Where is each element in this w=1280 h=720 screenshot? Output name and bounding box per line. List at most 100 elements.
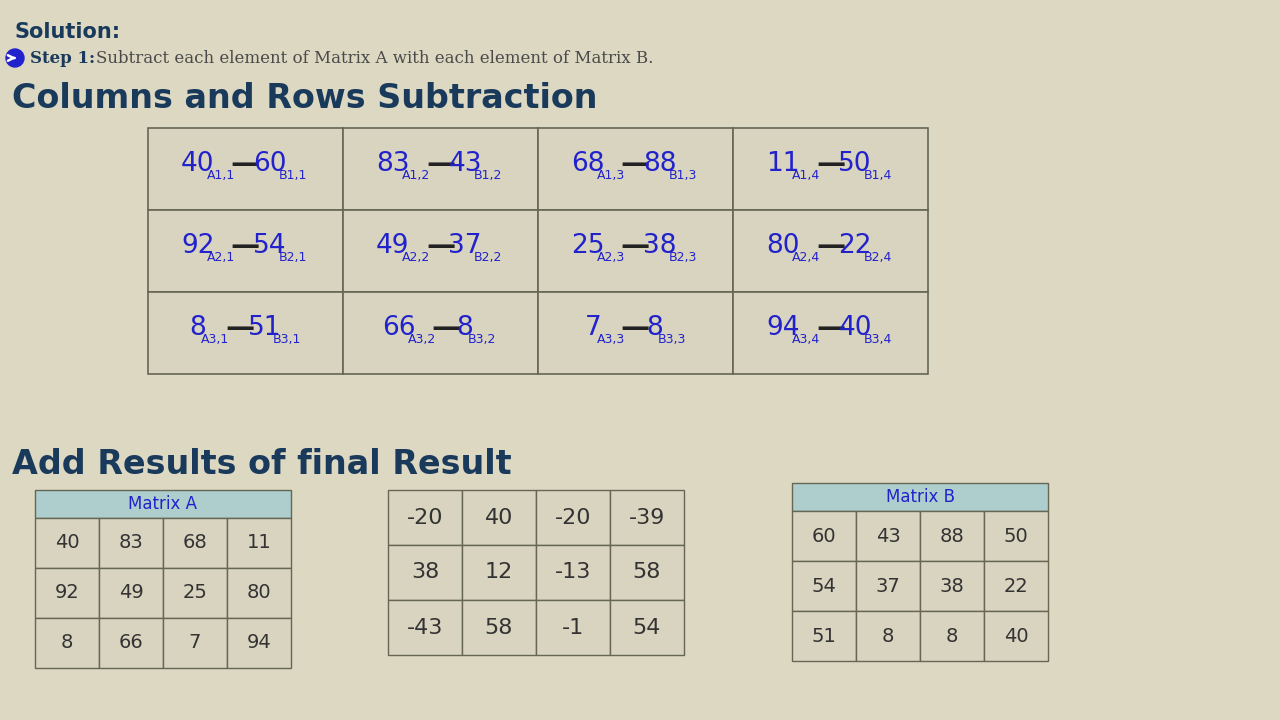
Text: —: —	[426, 232, 456, 260]
Text: A3,2: A3,2	[407, 333, 435, 346]
Text: 43: 43	[448, 151, 481, 177]
Bar	[343, 292, 538, 374]
Text: B3,1: B3,1	[273, 333, 302, 346]
Bar	[538, 210, 733, 292]
Text: A3,1: A3,1	[201, 333, 229, 346]
Text: 43: 43	[876, 526, 900, 546]
Bar	[792, 611, 856, 661]
Text: Subtract each element of Matrix A with each element of Matrix B.: Subtract each element of Matrix A with e…	[96, 50, 653, 67]
Bar	[462, 600, 536, 655]
Text: 40: 40	[485, 508, 513, 528]
Text: 60: 60	[812, 526, 836, 546]
Text: B2,2: B2,2	[474, 251, 502, 264]
Text: A2,3: A2,3	[596, 251, 625, 264]
Bar	[163, 518, 227, 568]
Text: 11: 11	[247, 534, 271, 552]
Text: Columns and Rows Subtraction: Columns and Rows Subtraction	[12, 82, 598, 115]
Text: A3,4: A3,4	[792, 333, 820, 346]
Bar	[388, 600, 462, 655]
Bar	[920, 561, 984, 611]
Bar	[611, 600, 684, 655]
Text: —: —	[426, 150, 456, 178]
Text: 37: 37	[448, 233, 481, 259]
Text: 40: 40	[838, 315, 872, 341]
Text: 8: 8	[189, 315, 206, 341]
Text: —: —	[815, 314, 845, 342]
Text: A1,4: A1,4	[792, 169, 820, 182]
Text: 51: 51	[247, 315, 282, 341]
Text: 8: 8	[457, 315, 474, 341]
Text: 54: 54	[253, 233, 287, 259]
Text: -20: -20	[407, 508, 443, 528]
Bar	[227, 518, 291, 568]
Text: B2,3: B2,3	[669, 251, 698, 264]
Text: Matrix B: Matrix B	[886, 488, 955, 506]
Text: -43: -43	[407, 618, 443, 637]
Text: B2,4: B2,4	[864, 251, 892, 264]
Text: A1,2: A1,2	[402, 169, 430, 182]
Bar	[856, 611, 920, 661]
Bar	[538, 292, 733, 374]
Bar	[343, 210, 538, 292]
Bar	[35, 618, 99, 668]
Bar	[35, 490, 291, 518]
Bar	[227, 618, 291, 668]
Bar	[536, 600, 611, 655]
Text: —: —	[621, 232, 650, 260]
Bar	[984, 511, 1048, 561]
Text: B3,3: B3,3	[658, 333, 686, 346]
Text: A2,2: A2,2	[402, 251, 430, 264]
Text: Add Results of final Result: Add Results of final Result	[12, 448, 512, 481]
Text: 8: 8	[646, 315, 663, 341]
Text: Solution:: Solution:	[15, 22, 122, 42]
Text: 68: 68	[571, 151, 604, 177]
Text: B3,4: B3,4	[864, 333, 892, 346]
Text: —: —	[815, 232, 845, 260]
Text: 66: 66	[119, 634, 143, 652]
Text: Step 1:: Step 1:	[29, 50, 95, 67]
Bar	[227, 568, 291, 618]
Text: 8: 8	[946, 626, 959, 646]
Text: A1,1: A1,1	[207, 169, 236, 182]
Text: 83: 83	[119, 534, 143, 552]
Text: 88: 88	[644, 151, 677, 177]
Text: -13: -13	[554, 562, 591, 582]
Text: 22: 22	[1004, 577, 1028, 595]
Text: 80: 80	[765, 233, 800, 259]
Text: Matrix A: Matrix A	[128, 495, 197, 513]
Text: 54: 54	[632, 618, 662, 637]
Text: 68: 68	[183, 534, 207, 552]
Bar	[462, 545, 536, 600]
Bar	[792, 561, 856, 611]
Bar	[148, 128, 343, 210]
Text: 54: 54	[812, 577, 836, 595]
Bar	[343, 128, 538, 210]
Text: 22: 22	[838, 233, 872, 259]
Bar	[388, 490, 462, 545]
Text: 80: 80	[247, 583, 271, 603]
Text: -1: -1	[562, 618, 584, 637]
Text: 66: 66	[381, 315, 415, 341]
Bar	[388, 545, 462, 600]
Text: —: —	[621, 314, 650, 342]
Text: 51: 51	[812, 626, 836, 646]
Bar	[733, 128, 928, 210]
Text: —: —	[621, 150, 650, 178]
Text: —: —	[225, 314, 255, 342]
Bar	[611, 545, 684, 600]
Text: 38: 38	[940, 577, 964, 595]
Text: 58: 58	[632, 562, 662, 582]
Text: B1,1: B1,1	[279, 169, 307, 182]
Bar	[856, 511, 920, 561]
Circle shape	[6, 49, 24, 67]
Text: 50: 50	[1004, 526, 1028, 546]
Bar	[538, 128, 733, 210]
Text: 50: 50	[838, 151, 872, 177]
Text: -20: -20	[554, 508, 591, 528]
Bar	[733, 210, 928, 292]
Text: 92: 92	[55, 583, 79, 603]
Text: 94: 94	[765, 315, 800, 341]
Bar	[163, 618, 227, 668]
Bar	[536, 545, 611, 600]
Text: 25: 25	[183, 583, 207, 603]
